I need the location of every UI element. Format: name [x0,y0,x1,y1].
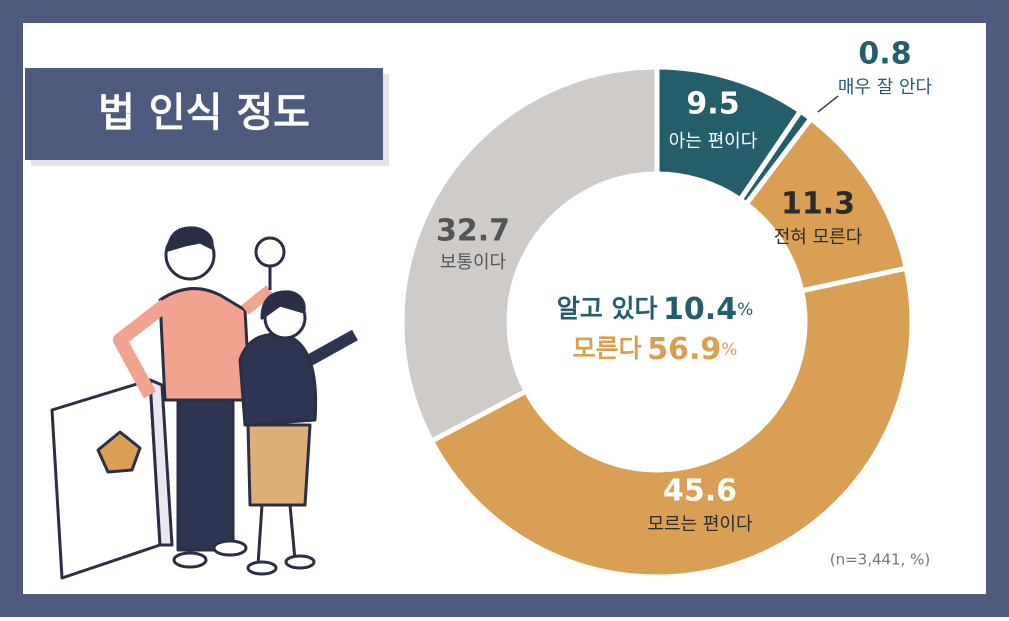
center-label-text: 모른다 [573,334,642,363]
value-label: 0.8 [858,37,911,72]
center-label-unit: % [721,340,737,360]
value-label: 9.5 [686,87,739,122]
category-label: 모르는 편이다 [647,514,753,535]
center-label-unit: % [737,300,753,320]
center-label-value: 56.9 [647,332,721,367]
value-label: 32.7 [436,214,510,249]
value-label: 45.6 [663,474,737,509]
center-label: 알고 있다 10.4% [557,292,753,327]
category-label: 전혀 모른다 [774,227,863,248]
value-label: 11.3 [781,187,855,222]
center-label-text: 알고 있다 [557,294,658,323]
chart-title: 법 인식 정도 [98,90,310,136]
center-label: 모른다 56.9% [573,332,738,367]
donut [399,64,915,580]
title-box [25,68,383,160]
note: (n=3,441, %) [830,551,931,569]
illustration [50,226,358,580]
category-label: 매우 잘 안다 [838,77,933,98]
leader-line [817,95,839,113]
center-label-value: 10.4 [663,292,737,327]
donut-segment [428,265,915,580]
category-label: 보통이다 [440,252,507,273]
donut-segment [399,64,660,445]
category-label: 아는 편이다 [669,131,758,152]
